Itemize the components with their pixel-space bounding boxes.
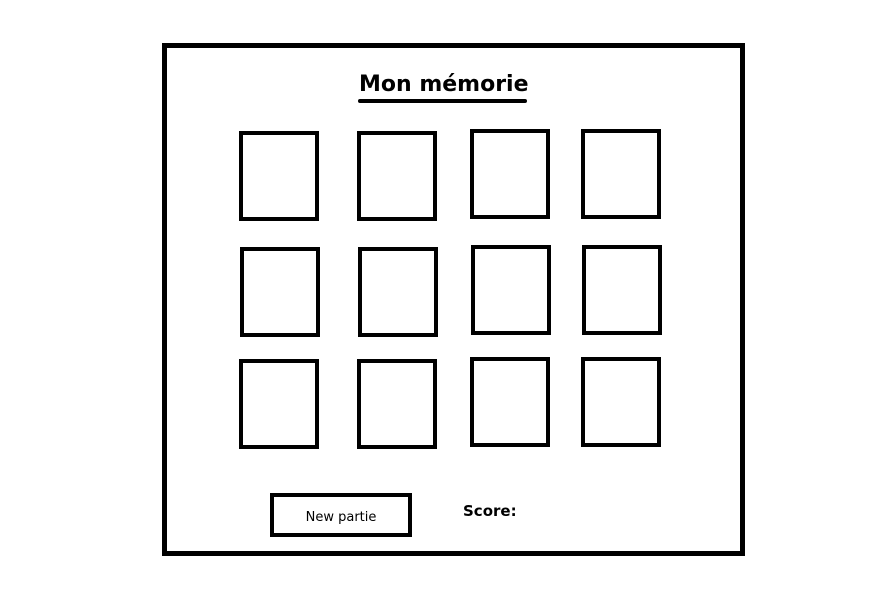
new-game-button[interactable]: New partie (270, 493, 412, 537)
memory-card[interactable] (358, 247, 438, 337)
memory-card[interactable] (357, 359, 437, 449)
page-title: Mon mémorie (359, 72, 529, 97)
game-frame (162, 43, 745, 556)
memory-card[interactable] (581, 357, 661, 447)
memory-card[interactable] (357, 131, 437, 221)
score-label: Score: (463, 502, 517, 520)
score-display: Score: (463, 502, 523, 520)
memory-card[interactable] (239, 359, 319, 449)
memory-card[interactable] (239, 131, 319, 221)
memory-card[interactable] (581, 129, 661, 219)
memory-card[interactable] (582, 245, 662, 335)
memory-card[interactable] (470, 129, 550, 219)
new-game-button-label: New partie (305, 510, 377, 525)
memory-card[interactable] (471, 245, 551, 335)
title-underline (358, 99, 527, 103)
memory-card[interactable] (240, 247, 320, 337)
memory-card[interactable] (470, 357, 550, 447)
